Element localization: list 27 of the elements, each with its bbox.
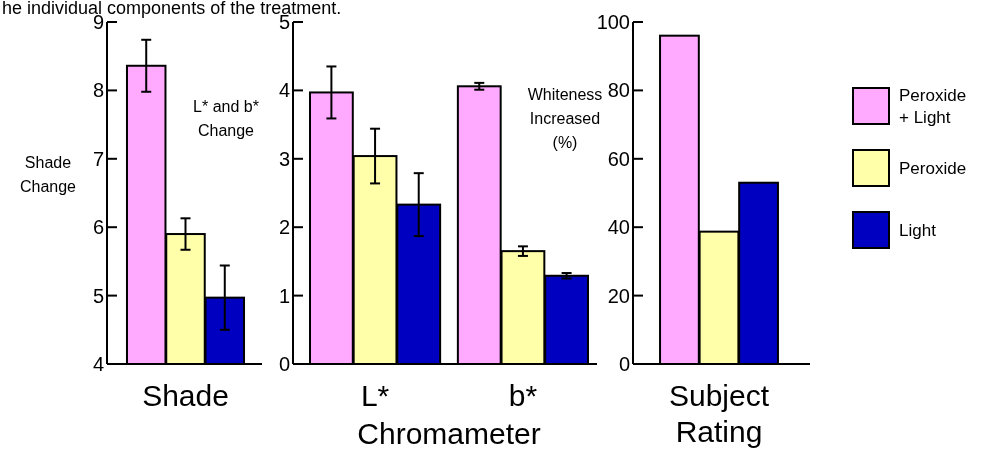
- y-tick-label: 1: [278, 284, 290, 307]
- y-tick-label: 7: [92, 147, 104, 170]
- y-tick-label: 80: [607, 79, 630, 102]
- y-tick-label: 6: [92, 216, 104, 239]
- y-tick-label: 0: [278, 353, 290, 375]
- y-axis-title: L* and b* Change: [193, 98, 259, 139]
- y-tick-label: 4: [92, 353, 104, 375]
- y-tick-label: 40: [607, 216, 630, 239]
- legend-label: Peroxide + Light: [899, 86, 967, 127]
- y-tick-label: 3: [278, 147, 290, 170]
- x-tick-label: Subject Rating: [668, 379, 770, 448]
- x-tick-label: Shade: [142, 379, 229, 412]
- x-axis-title: Chromameter: [357, 417, 541, 449]
- x-tick-label: L*: [360, 379, 390, 412]
- x-tick-label: b*: [508, 379, 538, 412]
- y-tick-label: 0: [618, 353, 630, 375]
- y-tick-label: 100: [596, 11, 630, 33]
- y-tick-label: 20: [607, 284, 630, 307]
- y-tick-label: 5: [92, 284, 104, 307]
- y-axis-title: Whiteness Increased (%): [527, 86, 603, 151]
- y-tick-label: 4: [278, 79, 290, 102]
- legend-label: Peroxide: [899, 159, 967, 178]
- y-axis-title: Shade Change: [19, 154, 77, 195]
- y-tick-label: 8: [92, 79, 104, 102]
- legend-label: Light: [899, 221, 937, 240]
- y-tick-label: 2: [278, 216, 290, 239]
- y-tick-label: 60: [607, 147, 630, 170]
